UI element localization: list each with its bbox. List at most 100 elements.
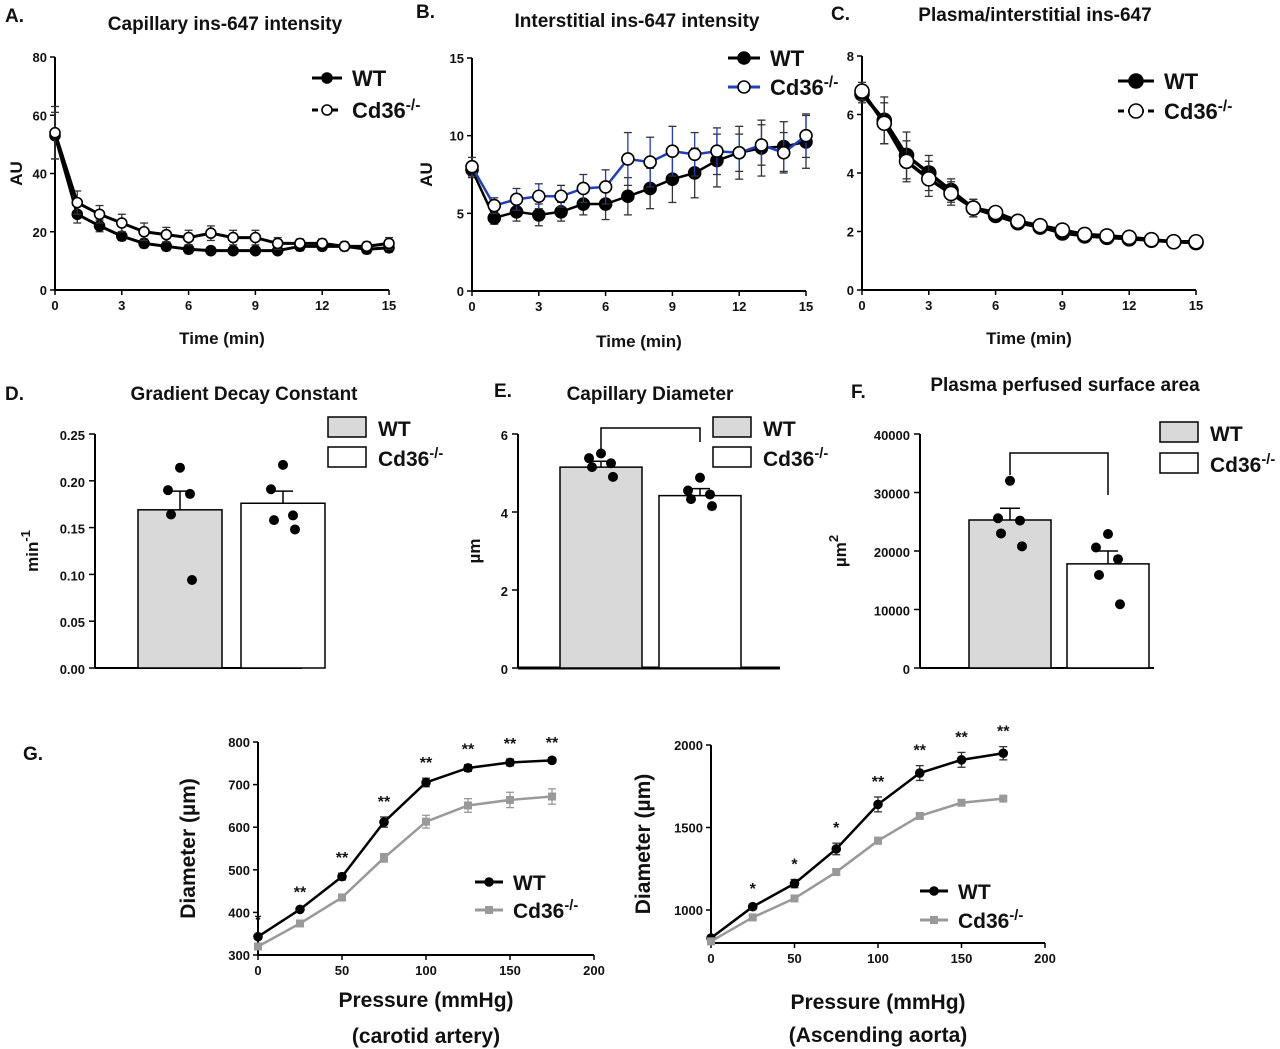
legend-marker xyxy=(930,916,938,924)
data-point xyxy=(1005,475,1015,486)
significance-bracket xyxy=(600,427,701,450)
data-point xyxy=(266,484,276,495)
data-point xyxy=(606,458,616,469)
significance-marker: * xyxy=(833,820,840,837)
chart-title: Plasma perfused surface area xyxy=(930,375,1200,396)
y-tick-label: 500 xyxy=(228,863,250,878)
legend-label: WT xyxy=(958,881,991,904)
data-point xyxy=(182,231,195,244)
data-point xyxy=(71,196,84,209)
data-point xyxy=(116,230,128,242)
data-point xyxy=(732,145,747,160)
data-point xyxy=(93,208,106,221)
x-tick-label: 50 xyxy=(787,951,801,966)
y-axis-label: µm xyxy=(465,539,484,564)
data-point xyxy=(754,138,769,152)
data-point xyxy=(999,794,1008,803)
series-name: WT xyxy=(513,872,546,895)
chart-subtitle: (carotid artery) xyxy=(352,1025,500,1048)
data-point xyxy=(138,225,150,238)
series-line xyxy=(53,132,390,248)
legend-label: WT xyxy=(352,66,387,91)
bar-group-cd36 xyxy=(658,472,742,669)
data-point xyxy=(278,459,288,470)
y-tick-label: 0.20 xyxy=(60,475,85,490)
data-point xyxy=(587,462,597,473)
data-point xyxy=(296,919,304,928)
series-wt xyxy=(706,746,1009,943)
data-point xyxy=(683,485,693,496)
x-tick-label: 15 xyxy=(799,299,813,314)
significance-marker: ** xyxy=(546,735,559,752)
chart-panel-e: 0 2 4 6 Capillary Diameter E. µm WT Cd36-/- xyxy=(465,381,828,677)
data-point xyxy=(776,145,791,160)
y-axis-label-text: µm xyxy=(465,539,484,564)
data-point xyxy=(163,485,173,496)
panel-label: G. xyxy=(23,744,43,765)
series-line xyxy=(860,92,1197,245)
significance-marker: ** xyxy=(336,850,349,867)
data-point xyxy=(360,240,373,253)
data-point xyxy=(584,453,594,464)
data-point xyxy=(338,893,346,902)
data-point xyxy=(1091,542,1101,553)
data-point xyxy=(1188,233,1204,250)
series-name: Cd36 xyxy=(1210,454,1261,477)
legend-label: Cd36-/- xyxy=(958,908,1023,933)
data-point xyxy=(1076,226,1093,243)
x-tick-label: 6 xyxy=(602,299,609,314)
significance-marker: ** xyxy=(997,724,1010,741)
series-name: WT xyxy=(958,881,991,904)
data-point xyxy=(993,513,1003,524)
x-tick-label: 3 xyxy=(118,298,125,313)
y-tick-label: 4 xyxy=(501,506,509,521)
data-point xyxy=(832,868,841,877)
series-wt xyxy=(253,755,557,942)
series-name: Cd36 xyxy=(958,910,1009,933)
y-tick-label: 60 xyxy=(33,108,47,123)
y-tick-label: 800 xyxy=(228,735,250,750)
data-point xyxy=(49,126,61,139)
data-point xyxy=(227,231,239,244)
y-tick-label: 0.10 xyxy=(60,568,85,583)
data-point xyxy=(547,755,557,766)
x-tick-label: 3 xyxy=(925,298,932,313)
y-tick-label: 40000 xyxy=(874,428,910,443)
data-point xyxy=(748,913,757,922)
legend: WT Cd36-/- xyxy=(1159,421,1275,477)
y-tick-label: 80 xyxy=(33,50,47,65)
significance-marker: * xyxy=(255,912,262,929)
data-point xyxy=(789,878,800,889)
y-tick-label: 400 xyxy=(228,905,250,920)
data-point xyxy=(487,198,502,213)
y-tick-label: 0 xyxy=(903,662,910,677)
data-point xyxy=(665,144,680,158)
y-tick-label: 2 xyxy=(501,584,508,599)
bar xyxy=(658,494,742,669)
data-point xyxy=(854,83,870,99)
data-point xyxy=(249,244,262,257)
bar xyxy=(968,519,1052,669)
data-point xyxy=(1121,229,1137,246)
data-point xyxy=(548,792,556,801)
series-name-sup: -/- xyxy=(1009,908,1023,924)
data-point xyxy=(914,768,925,778)
series-name: WT xyxy=(378,418,411,441)
legend-label: WT xyxy=(763,418,796,441)
legend-marker xyxy=(485,906,493,914)
legend: WT Cd36-/- xyxy=(728,46,838,100)
bar-group-cd36 xyxy=(1066,529,1150,669)
x-tick-label: 50 xyxy=(335,963,349,978)
data-point xyxy=(464,801,472,810)
y-tick-label: 2000 xyxy=(674,738,703,753)
data-point xyxy=(956,755,967,765)
legend-label: WT xyxy=(513,872,546,895)
data-point xyxy=(116,217,128,229)
bar xyxy=(559,466,643,669)
y-axis-label-text: µm xyxy=(831,542,850,567)
x-tick-label: 0 xyxy=(858,298,865,313)
data-point xyxy=(380,853,388,862)
data-point xyxy=(1032,217,1048,234)
legend-marker xyxy=(484,877,494,887)
